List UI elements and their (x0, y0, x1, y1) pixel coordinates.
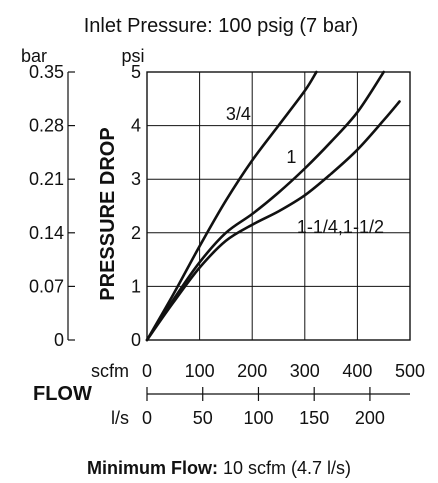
ls-tick-label: 150 (299, 408, 329, 428)
scfm-tick-label: 200 (237, 361, 267, 381)
bar-axis: 0 0.07 0.14 0.21 0.28 0.35 (29, 62, 75, 350)
plot-grid (146, 71, 411, 341)
series-lines (145, 70, 401, 342)
bar-unit-label: bar (21, 46, 47, 66)
psi-unit-label: psi (121, 46, 144, 66)
psi-tick-label: 0 (131, 330, 141, 350)
scfm-tick-label: 0 (142, 361, 152, 381)
psi-tick-label: 5 (131, 62, 141, 82)
ls-tick-label: 50 (193, 408, 213, 428)
psi-tick-label: 4 (131, 116, 141, 136)
psi-tick-label: 3 (131, 169, 141, 189)
series-line (145, 70, 318, 342)
series-labels: 3/4 1 1-1/4,1-1/2 (226, 104, 384, 237)
x-axes: 0 100 200 300 400 500 0 50 100 150 200 (142, 361, 425, 428)
x-axis-label: FLOW (33, 383, 92, 405)
scfm-tick-label: 100 (185, 361, 215, 381)
scfm-tick-label: 400 (342, 361, 372, 381)
bar-tick-label: 0.14 (29, 223, 64, 243)
series-line (145, 70, 385, 342)
bar-tick-label: 0.28 (29, 116, 64, 136)
psi-tick-labels: 0 1 2 3 4 5 (131, 62, 141, 350)
bar-tick-label: 0 (54, 330, 64, 350)
psi-tick-label: 2 (131, 223, 141, 243)
bar-tick-label: 0.21 (29, 169, 64, 189)
ls-unit-label: l/s (111, 408, 129, 428)
psi-tick-label: 1 (131, 276, 141, 296)
series-label: 1-1/4,1-1/2 (297, 217, 384, 237)
min-flow-label: Minimum Flow: (87, 458, 218, 478)
plot-frame (146, 71, 411, 341)
ls-tick-label: 0 (142, 408, 152, 428)
scfm-tick-label: 500 (395, 361, 425, 381)
bar-tick-label: 0.07 (29, 276, 64, 296)
chart-title: Inlet Pressure: 100 psig (7 bar) (84, 15, 359, 37)
min-flow-value: 10 scfm (4.7 l/s) (223, 458, 351, 478)
series-label: 3/4 (226, 104, 251, 124)
ls-tick-label: 100 (243, 408, 273, 428)
series-line (145, 100, 401, 342)
min-flow-note: Minimum Flow: 10 scfm (4.7 l/s) (87, 458, 351, 478)
scfm-unit-label: scfm (91, 361, 129, 381)
bar-tick-label: 0.35 (29, 62, 64, 82)
series-label: 1 (286, 147, 296, 167)
ls-tick-label: 200 (355, 408, 385, 428)
scfm-tick-label: 300 (290, 361, 320, 381)
y-axis-label: PRESSURE DROP (97, 127, 119, 300)
